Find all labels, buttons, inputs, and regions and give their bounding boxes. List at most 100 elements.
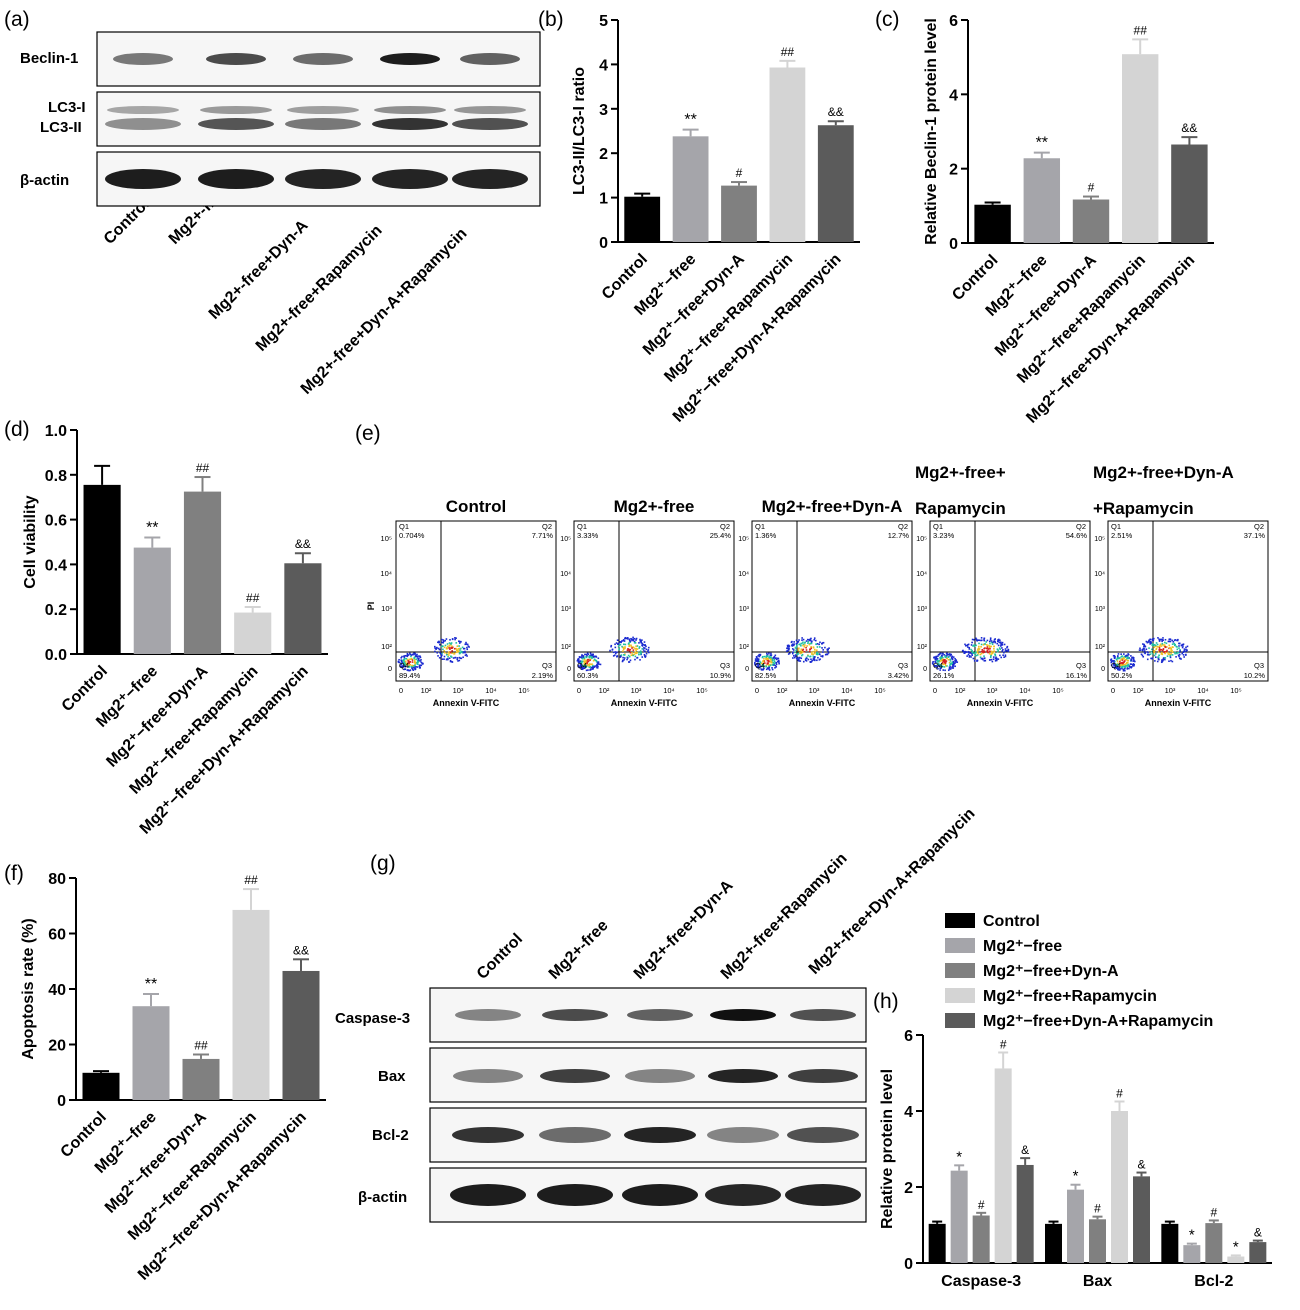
protein-band [622,1184,698,1206]
flow-event-dot [822,649,825,651]
flow-event-dot [586,662,588,665]
quadrant-id: Q4 [399,661,409,670]
flow-event-dot [949,658,952,661]
flow-event-dot [586,652,589,655]
flow-event-dot [1130,655,1132,657]
legend-label: Mg2⁺−free+Dyn-A+Rapamycin [983,1013,1213,1030]
flow-frame [573,520,735,682]
flow-event-dot [805,660,808,662]
flow-event-dot [413,656,416,659]
flow-event-dot [1167,653,1170,656]
flow-event-dot [980,643,983,646]
flow-event-dot [794,654,797,656]
quadrant-value: 10.9% [710,671,732,680]
flow-event-dot [399,665,402,668]
protein-band [455,1009,521,1021]
flow-event-dot [629,651,632,654]
flow-event-dot [966,655,968,657]
flow-event-dot [639,650,642,652]
flow-event-dot [762,668,764,671]
flow-event-dot [1124,666,1127,669]
flow-event-dot [971,638,974,641]
flow-event-dot [458,645,460,647]
flow-event-dot [943,666,946,668]
flow-event-dot [961,650,964,652]
flow-event-dot [629,648,632,651]
flow-event-dot [978,645,980,648]
flow-event-dot [827,650,829,652]
flow-event-dot [814,652,816,655]
flow-event-dot [580,662,583,664]
flow-event-dot [1111,666,1114,668]
flow-event-dot [793,656,796,659]
x-tick-label: 10⁴ [663,686,675,695]
flow-event-dot [458,640,460,643]
blot-actin-g [429,1167,867,1223]
flow-event-dot [1125,654,1128,657]
flow-event-dot [804,658,807,660]
flow-event-dot [763,655,766,658]
flow-event-dot [418,655,420,657]
flow-event-dot [1150,657,1152,660]
flow-event-dot [766,652,768,655]
flow-event-dot [996,650,999,653]
flow-event-dot [790,641,793,644]
flow-x-label: Annexin V-FITC [433,698,500,708]
flow-event-dot [785,650,788,652]
flow-event-dot [983,657,986,660]
flow-event-dot [403,659,405,661]
flow-event-dot [450,642,452,645]
flow-event-dot [1133,663,1135,666]
legend-label: Mg2⁺−free+Rapamycin [983,988,1157,1005]
flow-event-dot [416,661,419,663]
flow-event-dot [591,653,594,656]
flow-event-dot [1139,647,1141,650]
flow-event-dot [822,651,824,653]
flow-event-dot [1139,649,1142,651]
bar [1045,1223,1062,1263]
flow-event-dot [628,638,631,641]
flow-event-dot [462,656,464,659]
flow-event-dot [464,650,466,653]
flow-event-dot [765,655,768,657]
flow-event-dot [420,664,423,667]
flow-event-dot [967,653,970,656]
flow-event-dot [766,658,769,661]
flow-event-dot [932,660,934,663]
flow-event-dot [757,664,759,666]
flow-event-dot [632,646,635,649]
y-tick-label: 0 [57,1093,66,1110]
flow-event-dot [1160,645,1163,647]
protein-band [285,118,361,130]
flow-event-dot [973,660,976,662]
flow-event-dot [1168,647,1170,650]
flow-event-dot [593,658,596,661]
flow-event-dot [1148,640,1150,642]
flow-title: Control [446,497,506,516]
flow-event-dot [993,647,995,650]
flow-event-dot [953,662,956,664]
flow-event-dot [1146,641,1149,644]
flow-event-dot [434,647,437,650]
flow-event-dot [985,647,988,650]
x-tick-label: 0 [577,686,581,695]
flow-event-dot [983,655,985,657]
flow-event-dot [464,643,467,646]
flow-event-dot [465,653,468,656]
quadrant-id: Q4 [933,661,943,670]
flow-event-dot [449,651,452,654]
flow-event-dot [1127,665,1129,667]
flow-event-dot [442,641,444,644]
flow-x-label: Annexin V-FITC [967,698,1034,708]
flow-event-dot [950,663,952,666]
flow-event-dot [990,641,993,644]
flow-event-dot [626,638,629,640]
flow-event-dot [599,663,602,666]
blot-lane-label: Control [474,931,526,983]
flow-event-dot [807,642,809,645]
significance-mark: ** [145,976,157,993]
bar [133,547,171,654]
flow-event-dot [1132,665,1135,667]
flow-event-dot [948,658,950,661]
y-tick-label: 0 [949,236,958,253]
